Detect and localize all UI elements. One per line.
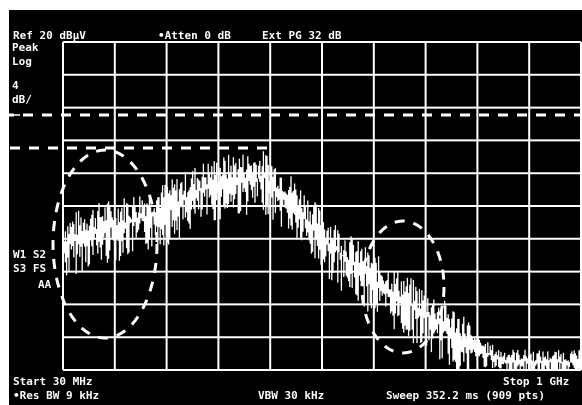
graticule-grid	[62, 41, 582, 371]
annotation-ellipse-left	[51, 148, 159, 340]
left-margin	[0, 0, 9, 405]
ext-pg-label: Ext PG 32 dB	[262, 29, 342, 42]
annotation-ellipses	[51, 148, 446, 355]
ref-level-label: Ref 20 dBµV	[13, 29, 86, 42]
detector-label: Peak	[12, 41, 39, 54]
sweep-label: Sweep 352.2 ms (909 pts)	[386, 389, 545, 402]
annotation-ellipse-right	[360, 219, 446, 355]
trace-status-row-2: S3 FS	[13, 262, 47, 275]
limit-lines	[2, 113, 580, 150]
spectrum-trace	[62, 151, 581, 370]
vbw-label: VBW 30 kHz	[258, 389, 325, 402]
scale-type-label: Log	[12, 55, 32, 68]
stop-frequency-label: Stop 1 GHz	[503, 375, 570, 388]
trace-status-row-3: AA	[38, 278, 52, 291]
scale-unit-label: dB/	[12, 93, 32, 106]
top-margin	[0, 0, 582, 10]
attenuation-label: •Atten 0 dB	[158, 29, 231, 42]
start-frequency-label: Start 30 MHz	[13, 375, 93, 388]
trace-path	[62, 151, 581, 370]
res-bw-label: •Res BW 9 kHz	[13, 389, 100, 402]
scale-value-label: 4	[12, 79, 19, 92]
trace-status-row-1: W1 S2	[13, 248, 47, 261]
